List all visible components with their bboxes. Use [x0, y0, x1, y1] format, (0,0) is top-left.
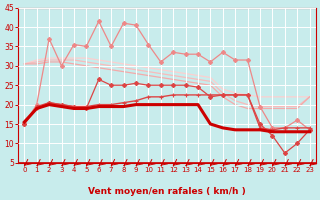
X-axis label: Vent moyen/en rafales ( km/h ): Vent moyen/en rafales ( km/h ) — [88, 187, 246, 196]
